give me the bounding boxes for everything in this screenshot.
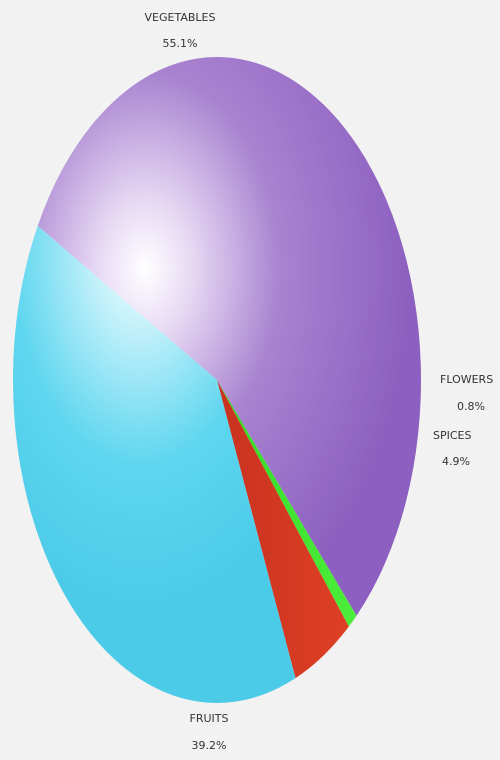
value-label-flowers: 0.8% [457, 400, 485, 413]
value-label-spices: 4.9% [442, 455, 470, 468]
slice-flowers [217, 380, 357, 627]
slice-fruits [13, 225, 296, 703]
value-label-fruits: 39.2% [192, 739, 227, 752]
label-flowers: FLOWERS [440, 373, 493, 386]
value-label-vegetables: 55.1% [163, 37, 198, 50]
label-fruits: FRUITS [190, 712, 229, 725]
label-spices: SPICES [433, 429, 471, 442]
label-vegetables: VEGETABLES [145, 11, 216, 24]
slice-spices [217, 380, 349, 679]
slice-vegetables [37, 56, 421, 616]
